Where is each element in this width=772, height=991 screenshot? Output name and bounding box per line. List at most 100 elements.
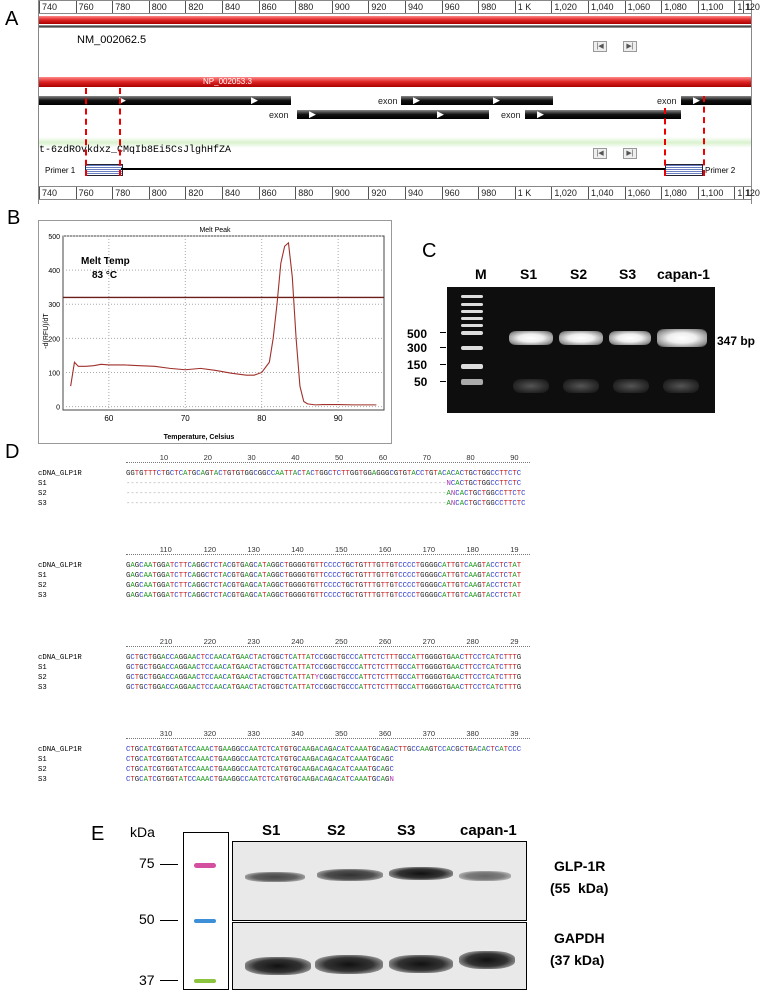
alignment-row: S3 GAGCAATGGATCTTCAGGCTCTACGTGAGCATAGGCTG…	[38, 592, 521, 600]
x-tick-label: 80	[257, 414, 266, 423]
pcr-band-capan1	[657, 329, 707, 347]
ruler-tick-label: 900	[331, 187, 350, 199]
ladder-band	[461, 324, 483, 327]
alignment-row: cDNA_GLP1R GGTGTTTCTGCTCATGCAGTACTGTGTGGC…	[38, 470, 521, 478]
ladder-band	[461, 346, 483, 350]
melt-temp-label: Melt Temp	[81, 256, 130, 267]
ruler-top: 740 760 780 800 820 840 860 880 900 920 940 960 980 1…	[39, 0, 760, 14]
alignment-ruler-number: 270	[422, 637, 436, 646]
alignment-ruler-number: 130	[247, 545, 260, 554]
exon-label: exon	[501, 110, 521, 120]
sequence-name: S2	[38, 674, 47, 682]
prev-feature-icon[interactable]: |◀	[593, 41, 607, 52]
alignment-ruler-number: 29	[510, 637, 519, 646]
primer1-label: Primer 1	[45, 166, 76, 175]
alignment-row: cDNA_GLP1R GAGCAATGGATCTTCAGGCTCTACGTGAGC…	[38, 562, 521, 570]
marker-150: 150	[407, 358, 428, 372]
primer-guide-line	[85, 88, 87, 176]
ruler-tick-label: 1,040	[588, 187, 614, 199]
alignment-ruler-number: 340	[291, 729, 304, 738]
y-tick-label: 300	[48, 302, 60, 309]
ruler-tick-label: 960	[441, 1, 460, 13]
marker-75: 75	[139, 855, 155, 871]
sequence-text: GAGCAATGGATCTTCAGGCTCTACGTGAGCATAGGCTGGG…	[126, 592, 522, 600]
alignment-ruler-number: 19	[510, 545, 519, 554]
pcr-band-s3	[609, 331, 651, 345]
alignment-ruler-number: 80	[466, 453, 475, 462]
genome-browser-panel: 740 760 780 800 820 840 860 880 900 920 940 960 980 1…	[38, 0, 760, 204]
sequence-name: S1	[38, 756, 47, 764]
transcript-line	[39, 25, 751, 28]
primer-guide-line	[664, 108, 666, 176]
ladder-band	[461, 295, 483, 298]
sequence-name: S3	[38, 776, 47, 784]
alignment-ruler-number: 39	[510, 729, 519, 738]
ruler-tick-label: 980	[478, 187, 496, 199]
alignment-ruler-line	[126, 554, 530, 556]
marker-37: 37	[139, 972, 155, 988]
ruler-tick-label: 1,100	[697, 187, 723, 199]
alignment-row: S2 GAGCAATGGATCTTCAGGCTCTACGTGAGCATAGGCTG…	[38, 582, 521, 590]
marker-tick	[160, 864, 178, 865]
sequence-name: cDNA_GLP1R	[38, 654, 82, 662]
next-feature-icon[interactable]: ▶|	[623, 148, 637, 159]
ruler-tick-label: 740	[39, 187, 57, 199]
alignment-ruler-number: 20	[203, 453, 212, 462]
sequence-name: S3	[38, 684, 47, 692]
lane-label-s2: S2	[570, 266, 588, 282]
alignment-ruler-number: 370	[422, 729, 436, 738]
glp1r-band-s1	[245, 872, 305, 882]
y-tick-label: 0	[56, 405, 60, 412]
alignment-ruler-number: 220	[203, 637, 217, 646]
ruler-tick-label: 940	[405, 187, 423, 199]
marker-tick	[440, 381, 446, 382]
alignment-ruler-line	[126, 462, 530, 464]
ladder-band	[461, 331, 483, 335]
ruler-bottom: 740 760 780 800 820 840 860 880 900 920 940 960 980 1…	[39, 186, 760, 200]
ruler-tick-label: 920	[368, 1, 386, 13]
ruler-tick-label: 880	[295, 1, 313, 13]
alignment-ruler-number: 280	[466, 637, 479, 646]
ruler-tick-label: 820	[185, 1, 203, 13]
sequence-text: GAGCAATGGATCTTCAGGCTCTACGTGAGCATAGGCTGGG…	[126, 582, 522, 590]
ruler-tick-label: 1,120	[734, 1, 760, 13]
marker-50: 50	[139, 911, 155, 927]
exon-bar-3: ▶	[681, 96, 751, 105]
ladder-band	[461, 364, 483, 369]
lane-label-capan1: capan-1	[460, 822, 517, 839]
primer-guide-line	[119, 88, 121, 176]
sequence-text: GAGCAATGGATCTTCAGGCTCTACGTGAGCATAGGCTGGG…	[126, 572, 522, 580]
next-feature-icon[interactable]: ▶|	[623, 41, 637, 52]
ladder-band-50	[194, 919, 216, 923]
glp1r-band-s3	[389, 867, 453, 880]
ladder-band	[461, 317, 483, 320]
primer1-arrow	[85, 164, 123, 176]
prev-feature-icon[interactable]: |◀	[593, 148, 607, 159]
ruler-tick-label: 1,060	[624, 187, 650, 199]
alignment-ruler-number: 330	[247, 729, 260, 738]
sequence-text: GCTGCTGGACCAGGAACTCCAACATGAACTACTGGCTCAT…	[126, 654, 522, 662]
sequence-text: CTGCATCGTGGTATCCAAACTGAAGGCCAATCTCATGTGC…	[126, 766, 394, 774]
ruler-tick-label: 1,120	[734, 187, 760, 199]
panel-label-b: B	[7, 207, 21, 229]
alignment-ruler-number: 10	[159, 453, 169, 462]
ruler-tick-label: 1,100	[697, 1, 723, 13]
alignment-row: S1 --------------------------------------…	[38, 480, 521, 488]
alignment-ruler-number: 30	[247, 453, 256, 462]
alignment-ruler-number: 40	[291, 453, 300, 462]
gapdh-band-s3	[389, 955, 453, 973]
ruler-tick-label: 880	[295, 187, 313, 199]
x-tick-label: 60	[104, 414, 113, 423]
exon-label: exon	[657, 96, 677, 106]
y-tick-label: 100	[48, 370, 60, 377]
sequence-text: GCTGCTGGACCAGGAACTCCAACATGAACTACTGGCTCAT…	[126, 674, 522, 682]
sequence-text: ----------------------------------------…	[126, 480, 522, 488]
alignment-row: S1 GAGCAATGGATCTTCAGGCTCTACGTGAGCATAGGCTG…	[38, 572, 521, 580]
sequence-name: cDNA_GLP1R	[38, 562, 82, 570]
lane-label-s3: S3	[619, 266, 637, 282]
alignment-ruler-number: 110	[159, 545, 172, 554]
ruler-tick-label: 820	[185, 187, 203, 199]
exon-bar-5: ▶	[525, 110, 681, 119]
sequence-text: GCTGCTGGACCAGGAACTCCAACATGAACTACTGGCTCAT…	[126, 664, 522, 672]
glp1r-label: GLP-1R	[554, 858, 606, 874]
